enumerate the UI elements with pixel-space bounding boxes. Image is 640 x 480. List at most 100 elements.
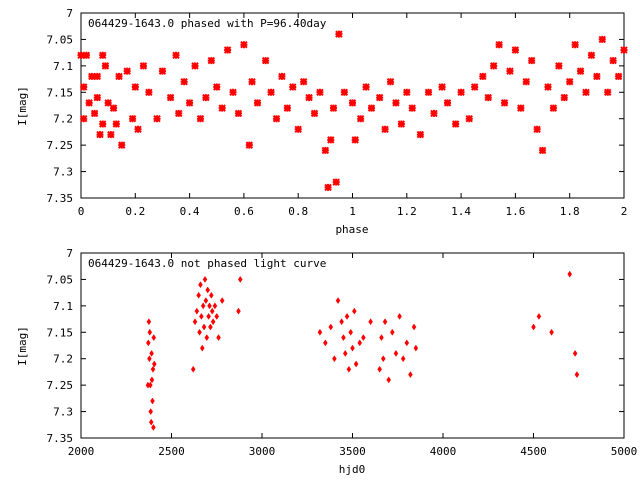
data-point <box>148 408 153 416</box>
data-point <box>317 328 323 336</box>
y-tick-label: 7.2 <box>53 113 73 126</box>
y-tick-label: 7.1 <box>53 60 73 73</box>
data-point <box>533 125 541 133</box>
data-points <box>77 30 628 192</box>
y-axis-label: I[mag] <box>16 326 29 366</box>
data-point <box>443 99 452 107</box>
x-tick-label: 5000 <box>611 445 638 458</box>
data-point <box>128 115 137 123</box>
data-point <box>196 291 201 299</box>
data-point <box>574 371 580 379</box>
data-point <box>362 83 370 91</box>
data-point <box>342 349 348 357</box>
data-point <box>172 51 180 59</box>
data-point <box>489 62 498 70</box>
data-point <box>131 83 140 91</box>
data-point <box>77 51 85 59</box>
y-tick-label: 7.35 <box>47 432 74 445</box>
chart-title: 064429-1643.0 phased with P=96.40day <box>88 17 327 30</box>
data-point <box>352 307 357 315</box>
data-point <box>335 297 341 305</box>
data-point <box>332 355 337 363</box>
data-point <box>438 83 446 91</box>
data-point <box>99 51 107 59</box>
data-point <box>139 62 148 70</box>
data-point <box>382 318 388 326</box>
data-point <box>209 307 215 315</box>
data-point <box>567 270 573 278</box>
data-point <box>413 344 419 352</box>
data-point <box>465 115 473 123</box>
data-point <box>356 115 365 123</box>
data-point <box>80 83 88 91</box>
data-point <box>368 318 373 326</box>
data-point <box>408 104 416 112</box>
data-point <box>223 46 232 54</box>
y-tick-labels: 7 7.05 7.1 7.15 7.2 7.25 7.3 7.35 <box>47 7 74 205</box>
data-point <box>197 328 202 336</box>
data-point <box>430 109 438 118</box>
data-point <box>229 88 237 96</box>
data-point <box>357 339 363 347</box>
x-tick-label: 2000 <box>68 445 95 458</box>
data-point <box>346 365 352 373</box>
data-point <box>101 62 110 70</box>
data-point <box>344 312 350 320</box>
data-point <box>153 115 161 123</box>
data-point <box>134 125 142 133</box>
y-tick-label: 7.2 <box>53 353 73 366</box>
data-point <box>115 72 123 81</box>
data-point <box>199 344 205 352</box>
data-points <box>145 270 580 431</box>
y-tick-label: 7 <box>66 247 73 260</box>
data-point <box>329 104 338 112</box>
x-tick-label: 4500 <box>520 445 547 458</box>
data-point <box>587 51 596 59</box>
data-point <box>500 99 509 107</box>
y-tick-label: 7.25 <box>47 139 74 152</box>
data-point <box>118 141 126 149</box>
y-tick-label: 7 <box>66 7 73 20</box>
data-point <box>379 334 384 342</box>
x-tick-label: 1.6 <box>505 205 525 218</box>
x-tick-label: 1.2 <box>397 205 417 218</box>
data-point <box>576 67 585 75</box>
data-point <box>380 355 386 363</box>
data-point <box>348 328 353 336</box>
data-point <box>201 323 207 331</box>
data-point <box>522 78 530 86</box>
data-point <box>367 104 376 112</box>
data-point <box>470 83 479 91</box>
x-tick-label: 1.8 <box>560 205 580 218</box>
data-point <box>200 302 206 310</box>
data-point <box>323 339 328 347</box>
data-point <box>327 136 335 144</box>
data-point <box>289 83 297 91</box>
data-point <box>196 115 205 123</box>
x-tick-label: 0.8 <box>288 205 308 218</box>
data-point <box>310 109 319 118</box>
data-point <box>253 99 262 107</box>
y-tick-label: 7.15 <box>47 326 74 339</box>
data-point <box>191 62 199 70</box>
data-point <box>151 423 156 431</box>
data-point <box>321 146 330 155</box>
data-point <box>332 178 340 186</box>
data-point <box>404 339 410 347</box>
data-point <box>151 334 157 342</box>
data-point <box>351 136 359 144</box>
data-point <box>240 41 248 49</box>
data-point <box>148 418 154 426</box>
data-point <box>604 88 612 96</box>
data-point <box>175 109 183 118</box>
data-point <box>150 397 155 405</box>
axis-ticks <box>80 252 625 439</box>
x-tick-label: 0.2 <box>125 205 145 218</box>
data-point <box>598 35 606 44</box>
data-point <box>96 130 104 139</box>
data-point <box>390 328 395 336</box>
data-point <box>340 88 349 96</box>
data-point <box>148 381 153 389</box>
data-point <box>93 72 101 81</box>
